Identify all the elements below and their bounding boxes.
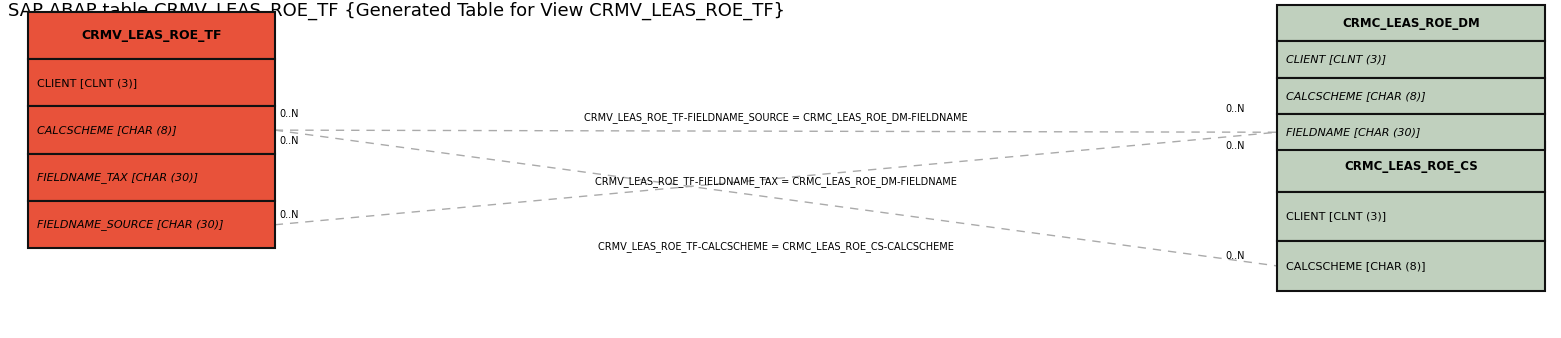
FancyBboxPatch shape <box>1277 114 1545 150</box>
Text: SAP ABAP table CRMV_LEAS_ROE_TF {Generated Table for View CRMV_LEAS_ROE_TF}: SAP ABAP table CRMV_LEAS_ROE_TF {Generat… <box>8 2 785 20</box>
Text: CLIENT [CLNT (3)]: CLIENT [CLNT (3)] <box>1286 54 1386 65</box>
Text: 0..N: 0..N <box>1225 251 1244 261</box>
FancyBboxPatch shape <box>28 12 275 59</box>
FancyBboxPatch shape <box>28 106 275 154</box>
Text: FIELDNAME_TAX [CHAR (30)]: FIELDNAME_TAX [CHAR (30)] <box>37 172 198 183</box>
Text: 0..N: 0..N <box>1225 104 1244 114</box>
FancyBboxPatch shape <box>1277 78 1545 114</box>
Text: 0..N: 0..N <box>279 210 298 220</box>
FancyBboxPatch shape <box>1277 41 1545 78</box>
Text: CALCSCHEME [CHAR (8)]: CALCSCHEME [CHAR (8)] <box>1286 261 1425 271</box>
FancyBboxPatch shape <box>28 154 275 201</box>
FancyBboxPatch shape <box>1277 142 1545 192</box>
Text: CLIENT [CLNT (3)]: CLIENT [CLNT (3)] <box>1286 211 1386 221</box>
Text: 0..N: 0..N <box>1225 141 1244 151</box>
Text: CRMC_LEAS_ROE_DM: CRMC_LEAS_ROE_DM <box>1342 17 1480 30</box>
Text: CRMC_LEAS_ROE_CS: CRMC_LEAS_ROE_CS <box>1344 160 1478 173</box>
Text: CRMV_LEAS_ROE_TF-FIELDNAME_SOURCE = CRMC_LEAS_ROE_DM-FIELDNAME: CRMV_LEAS_ROE_TF-FIELDNAME_SOURCE = CRMC… <box>584 112 968 123</box>
Text: CALCSCHEME [CHAR (8)]: CALCSCHEME [CHAR (8)] <box>37 125 176 135</box>
Text: CALCSCHEME [CHAR (8)]: CALCSCHEME [CHAR (8)] <box>1286 91 1425 101</box>
FancyBboxPatch shape <box>28 201 275 248</box>
Text: FIELDNAME_SOURCE [CHAR (30)]: FIELDNAME_SOURCE [CHAR (30)] <box>37 219 223 230</box>
FancyBboxPatch shape <box>28 59 275 106</box>
Text: CRMV_LEAS_ROE_TF-CALCSCHEME = CRMC_LEAS_ROE_CS-CALCSCHEME: CRMV_LEAS_ROE_TF-CALCSCHEME = CRMC_LEAS_… <box>598 241 954 252</box>
Text: 0..N: 0..N <box>279 136 298 146</box>
FancyBboxPatch shape <box>1277 192 1545 241</box>
Text: CRMV_LEAS_ROE_TF: CRMV_LEAS_ROE_TF <box>81 29 222 42</box>
FancyBboxPatch shape <box>1277 5 1545 41</box>
Text: CRMV_LEAS_ROE_TF-FIELDNAME_TAX = CRMC_LEAS_ROE_DM-FIELDNAME: CRMV_LEAS_ROE_TF-FIELDNAME_TAX = CRMC_LE… <box>595 176 957 187</box>
Text: CLIENT [CLNT (3)]: CLIENT [CLNT (3)] <box>37 78 137 88</box>
FancyBboxPatch shape <box>1277 241 1545 291</box>
Text: FIELDNAME [CHAR (30)]: FIELDNAME [CHAR (30)] <box>1286 127 1421 137</box>
Text: 0..N: 0..N <box>279 108 298 119</box>
